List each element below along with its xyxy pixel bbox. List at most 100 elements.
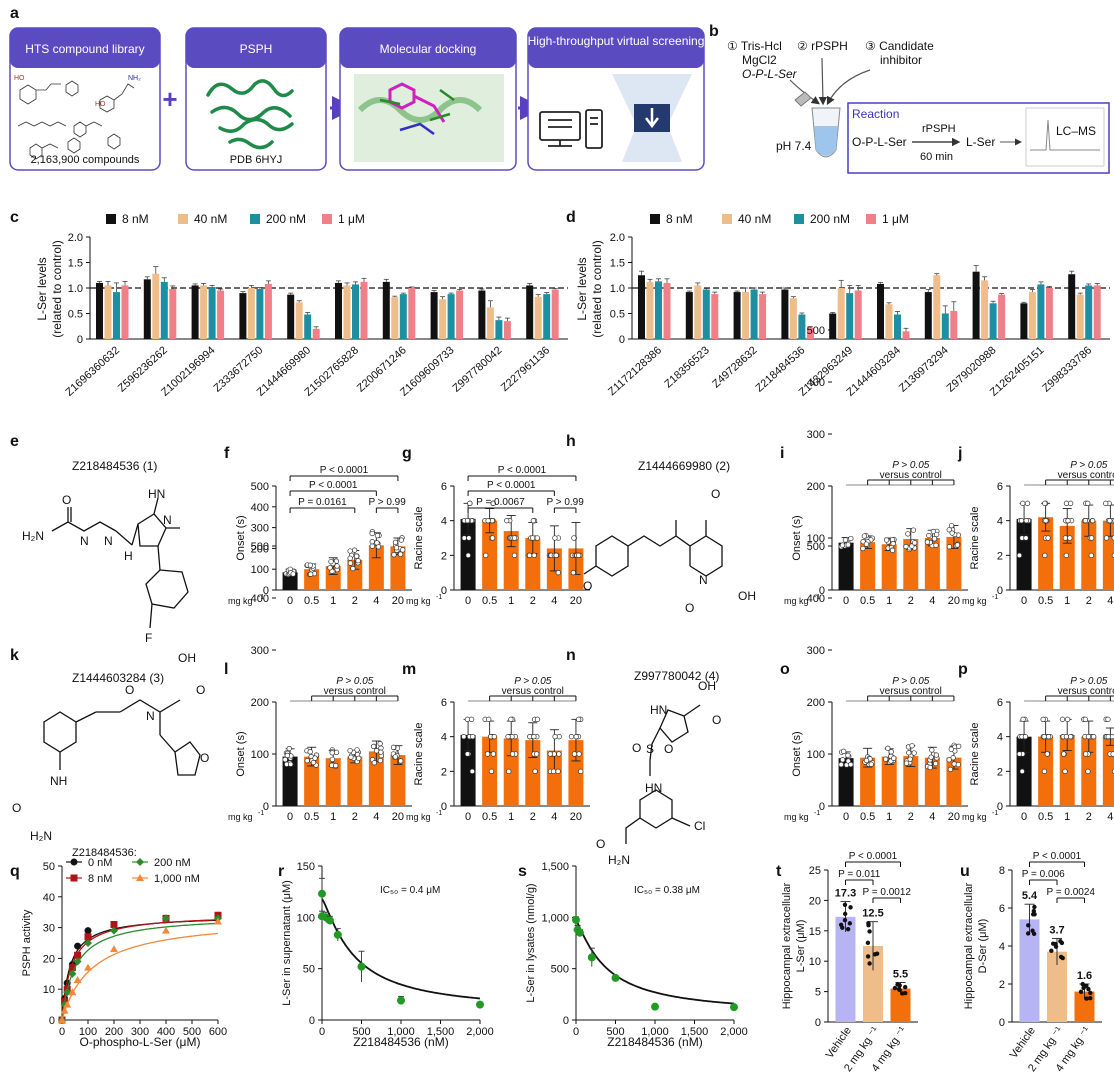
u-data-point [1086, 986, 1091, 992]
i-data-point [931, 536, 938, 542]
g-unit-sup: -1 [436, 594, 442, 601]
g-sig-label: P > 0.99 [546, 497, 584, 508]
screening-box-header [528, 28, 704, 68]
s-ytick-label: 1,000 [541, 912, 569, 924]
o-data-point [955, 761, 961, 768]
f-unit-label: mg kg [228, 596, 253, 606]
f-data-point [400, 547, 406, 553]
d-bar [924, 292, 932, 339]
c-bar [200, 285, 208, 339]
s-ytick-label: 1,500 [541, 861, 569, 873]
t-ylabel-2: L-Ser (μM) [795, 920, 807, 973]
l-data-point [304, 758, 310, 764]
atom-h-o2: O [711, 487, 720, 501]
o-data-point [882, 756, 889, 762]
c-bar [495, 320, 503, 339]
i-ytick-label: 0 [819, 585, 825, 597]
s-data-point [730, 1003, 738, 1012]
atom-n-oh: OH [698, 679, 716, 693]
r-ic50-label: IC₅₀ = 0.4 μM [380, 885, 440, 896]
i-data-point [861, 533, 867, 539]
u-sig-label: P < 0.0001 [1033, 851, 1082, 862]
d-bar [950, 310, 958, 339]
f-data-point [397, 551, 404, 557]
m-data-point [486, 716, 492, 722]
m-data-point [531, 734, 537, 740]
c-category-label: Z227961136 [499, 344, 552, 394]
panel-label-c: c [10, 209, 19, 226]
q-xtick-label: 0 [59, 1026, 65, 1038]
q-legend-label: 200 nM [154, 857, 191, 869]
psph-box-header [186, 28, 326, 68]
m-data-point [578, 768, 584, 774]
u-data-point [1030, 928, 1035, 933]
panel-d: d 8 nM 40 nM 200 nM 1 μM L-Ser levels (rela… [566, 209, 1110, 399]
m-data-point [470, 734, 476, 740]
d-bar [902, 331, 910, 339]
i-data-point [883, 537, 890, 543]
structure-e-title: Z218484536 (1) [72, 459, 157, 473]
d-category-label: Z49728632 [710, 344, 759, 390]
legend-d: 8 nM 40 nM 200 nM 1 μM [650, 212, 909, 226]
q-data-point [68, 964, 76, 972]
f-data-point [392, 539, 399, 545]
library-caption: 2,163,900 compounds [31, 154, 140, 166]
f-data-point [347, 560, 354, 566]
i-ylabel: Onset (s) [791, 515, 803, 560]
j-xtick-label: 4 [1107, 595, 1113, 607]
lcms-plot [1025, 107, 1105, 167]
panel-g: g 0 2 4 6 Racine scale 0 0.5 1 2 4 20 mg kg -1 P < 0.0… [402, 445, 590, 607]
legend-label-c-3: 1 μM [338, 212, 365, 226]
panel-label-k: k [10, 647, 19, 664]
d-bar [989, 303, 997, 339]
reagent-2: ② rPSPH [797, 39, 848, 53]
j-data-point [1085, 500, 1091, 506]
l-xtick-label: 2 [352, 811, 358, 823]
i-bar [881, 544, 897, 590]
o-bar [924, 757, 940, 806]
panel-label-p: p [958, 661, 968, 678]
l-xtick-label: 0.5 [304, 811, 319, 823]
d-bar [877, 283, 884, 339]
u-data-point [1058, 938, 1063, 944]
i-vs-label: versus control [880, 470, 942, 481]
l-ytick-label: 100 [251, 749, 269, 761]
u-sig-label: P = 0.0024 [1047, 887, 1096, 898]
g-bar [525, 538, 541, 590]
s-ytick-label: 500 [551, 964, 569, 976]
p-vs-label: versus control [1058, 686, 1114, 697]
m-data-point [533, 751, 540, 757]
p-ns-label: P > 0.05 [1070, 676, 1108, 687]
legend-swatch-d-1 [722, 214, 732, 224]
p-data-point [1085, 734, 1092, 740]
r-xtick-label: 0 [319, 1026, 325, 1038]
j-bar [1102, 520, 1114, 590]
q-legend-label: 0 nM [88, 857, 112, 869]
l-vs-label: versus control [324, 686, 386, 697]
structure-k: k Z1444603284 (3) OH O O N O NH O H₂N [10, 647, 209, 843]
m-data-point [576, 751, 582, 757]
i-data-point [903, 543, 909, 550]
j-data-point [1023, 535, 1029, 541]
g-data-point [504, 518, 510, 524]
i-ytick-label: 200 [807, 481, 825, 493]
g-ytick-label: 6 [441, 481, 447, 493]
j-ylabel: Racine scale [969, 507, 981, 570]
j-data-point [1042, 500, 1048, 506]
panel-label-s: s [518, 863, 527, 880]
c-bar [287, 294, 295, 339]
f-xtick-label: 0.5 [304, 595, 319, 607]
m-data-point [552, 734, 558, 740]
panel-label-t: t [776, 863, 782, 880]
c-bar [160, 281, 168, 339]
i-data-point [946, 527, 952, 533]
q-data-point [214, 917, 222, 925]
d-bar [981, 280, 989, 339]
q-legend-marker [70, 874, 78, 882]
c-bar [208, 286, 216, 339]
o-data-point [933, 752, 940, 758]
o-data-point [891, 755, 897, 761]
panel-b: b ① Tris-Hcl MgCl2 O-P-L-Ser ② rPSPH ③ C… [709, 23, 1110, 174]
